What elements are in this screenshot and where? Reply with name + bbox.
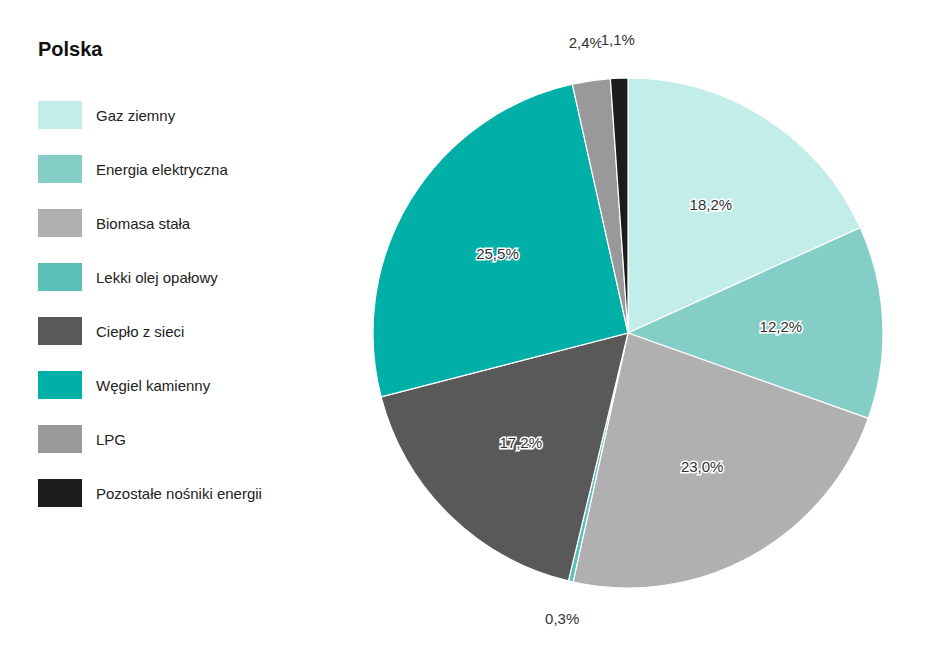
svg-text:0,3%: 0,3% xyxy=(545,610,579,627)
svg-text:23,0%: 23,0% xyxy=(681,458,724,475)
svg-text:12,2%: 12,2% xyxy=(760,318,803,335)
svg-text:2,4%: 2,4% xyxy=(569,34,603,51)
html-text:Gaz ziemny: Gaz ziemny xyxy=(96,106,176,124)
svg-text:18,2%: 18,2% xyxy=(690,196,733,213)
html-text:Lekki olej opałowy: Lekki olej opałowy xyxy=(96,268,218,286)
html-text:Ciepło z sieci: Ciepło z sieci xyxy=(96,322,185,340)
html-text:Pozostałe nośniki energii: Pozostałe nośniki energii xyxy=(96,484,262,502)
html-text:Polska: Polska xyxy=(38,38,103,60)
svg-text:17,2%: 17,2% xyxy=(499,434,542,451)
html-text:Energia elektryczna: Energia elektryczna xyxy=(96,160,228,178)
html-text:LPG: LPG xyxy=(96,430,126,448)
html-text:Biomasa stała: Biomasa stała xyxy=(96,214,191,232)
html-text:Węgiel kamienny: Węgiel kamienny xyxy=(96,376,211,394)
svg-text:1,1%: 1,1% xyxy=(601,31,635,48)
svg-text:25,5%: 25,5% xyxy=(476,245,519,262)
